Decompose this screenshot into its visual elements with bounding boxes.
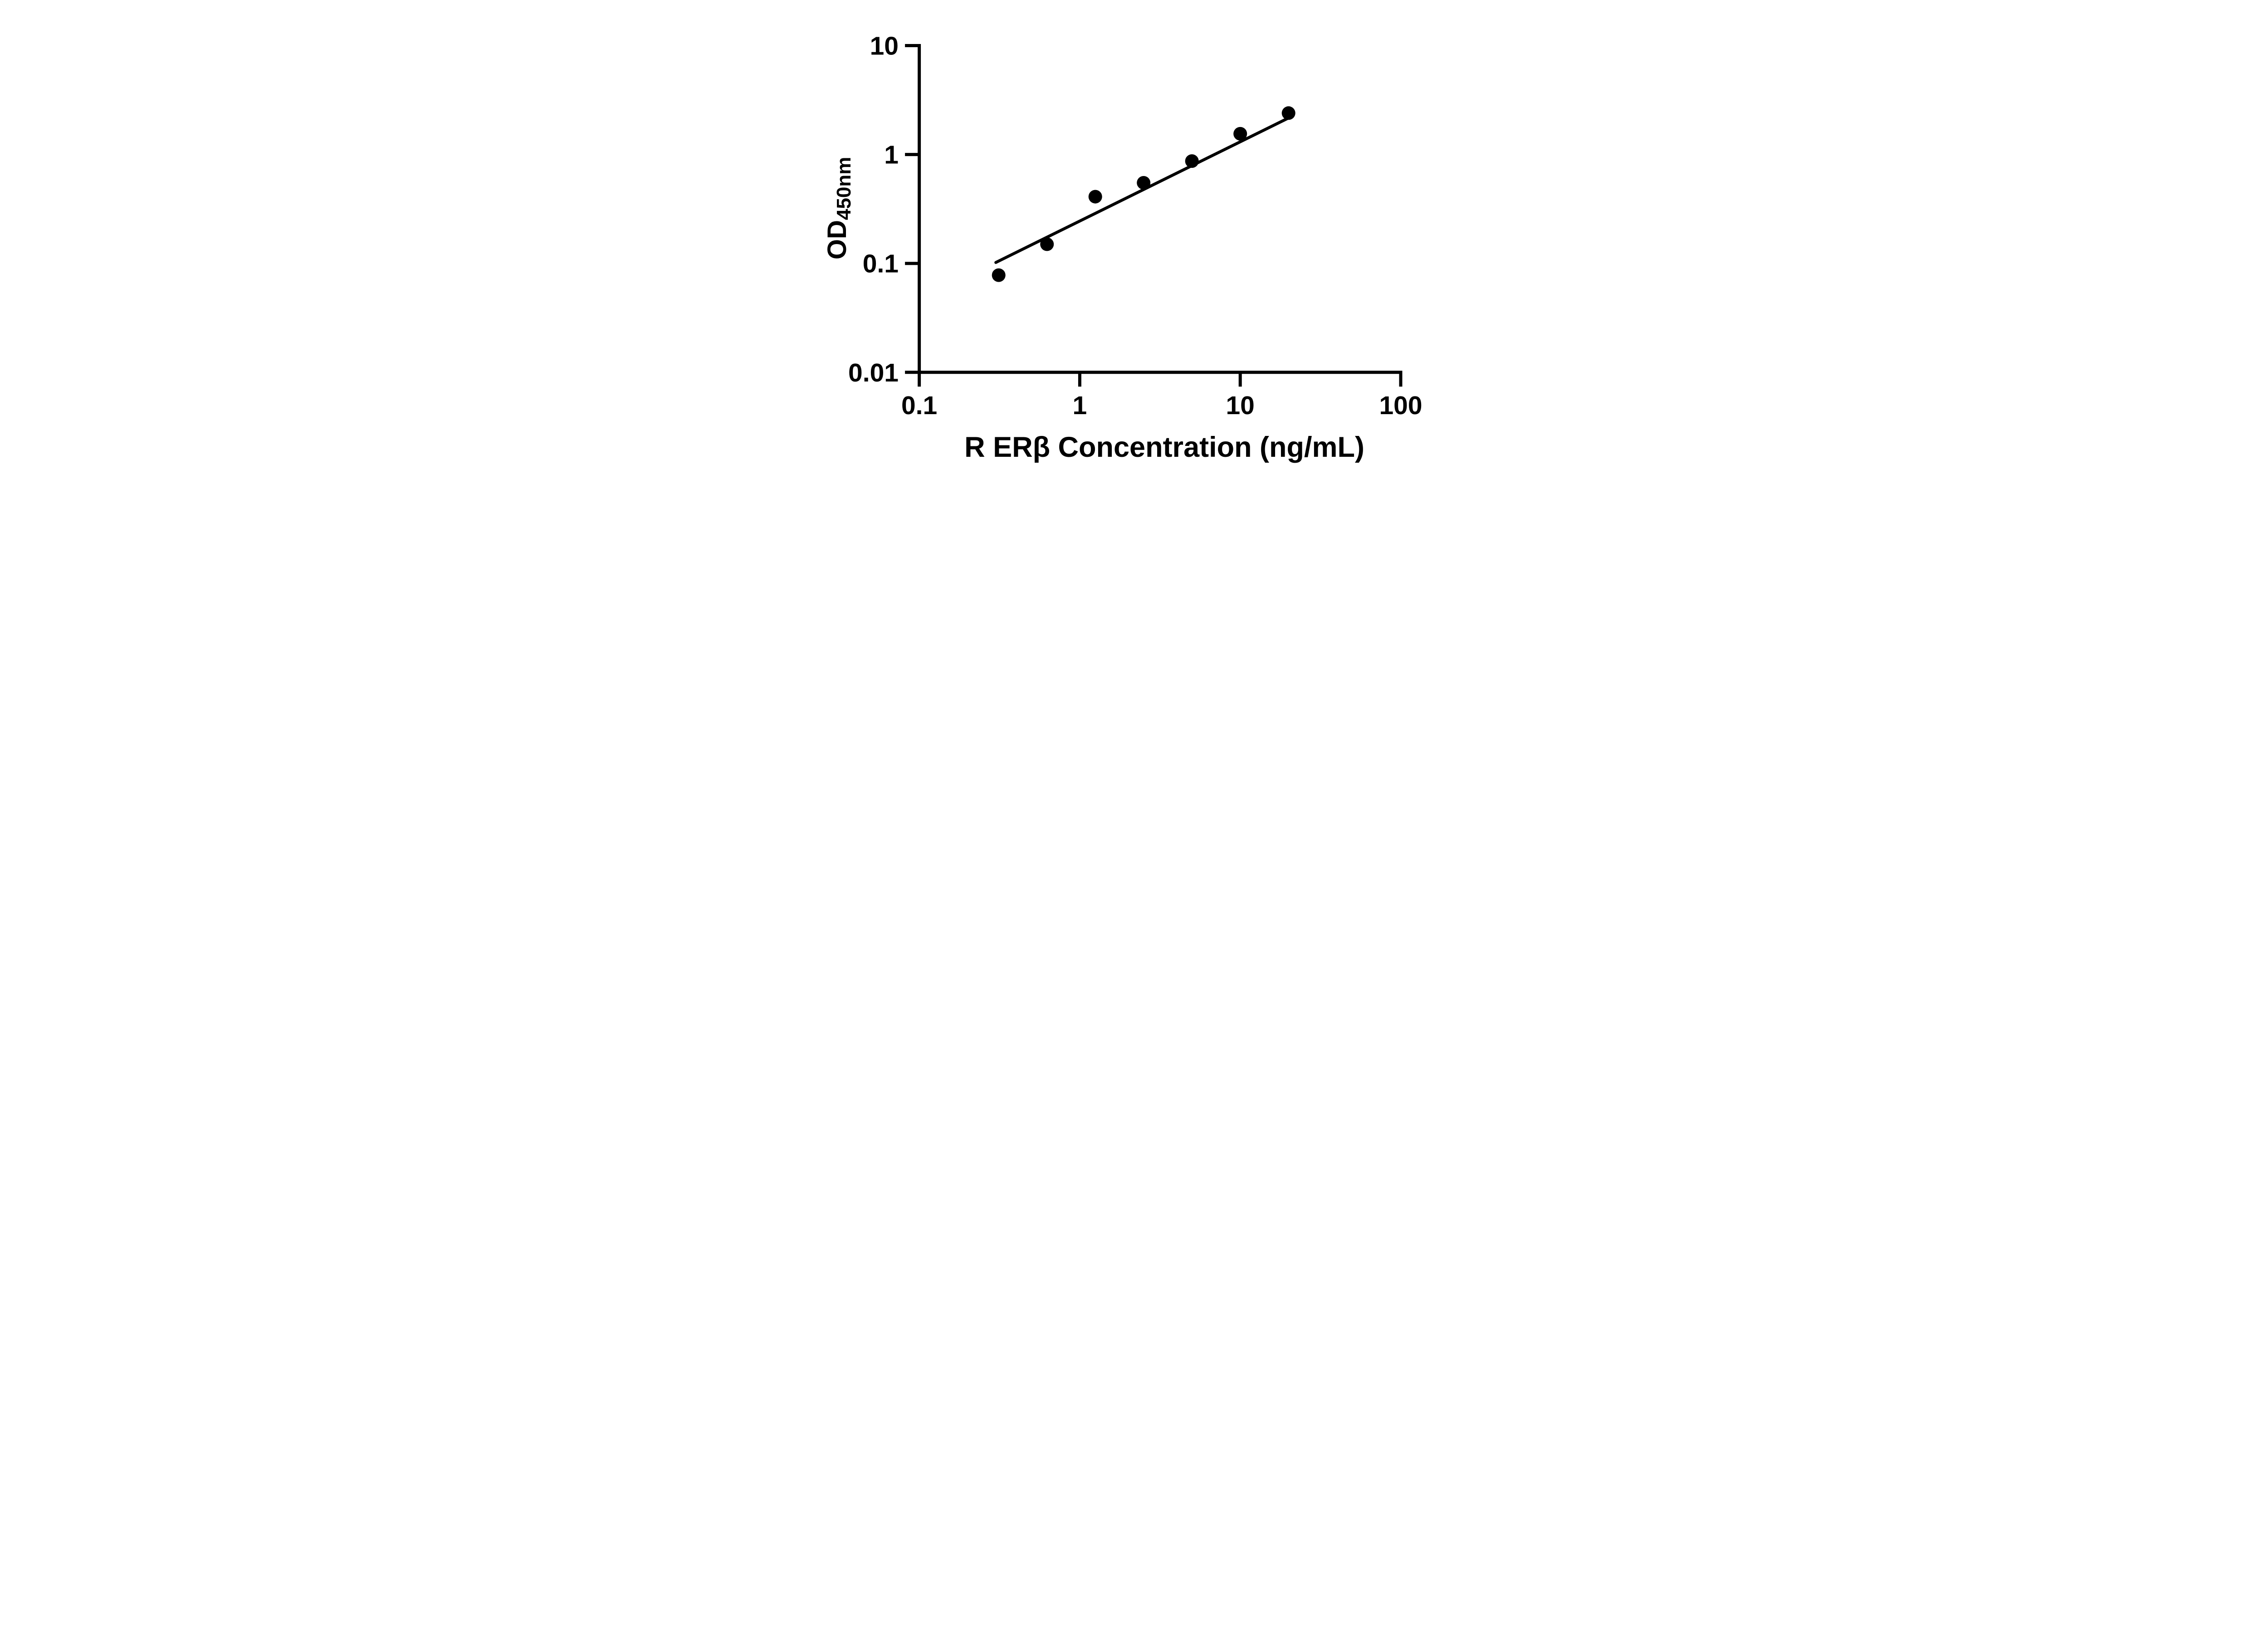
data-point bbox=[992, 268, 1006, 282]
y-axis-title: OD450nm bbox=[822, 157, 855, 259]
x-tick-label: 100 bbox=[1379, 391, 1422, 420]
axis-spine bbox=[918, 44, 1403, 374]
data-point bbox=[1281, 106, 1295, 120]
elisa-standard-curve-figure: 10 1 0.1 0.01 0.1 1 10 100 R ERβ Concentration … bbox=[784, 0, 1484, 490]
data-point bbox=[1233, 127, 1247, 141]
data-point bbox=[1088, 190, 1102, 204]
x-tick-label: 0.1 bbox=[901, 391, 937, 420]
fit-line bbox=[994, 117, 1290, 264]
y-tick-label: 1 bbox=[884, 141, 899, 170]
x-tick-label: 10 bbox=[1226, 391, 1254, 420]
y-tick-label: 0.1 bbox=[863, 249, 899, 279]
x-axis-title: R ERβ Concentration (ng/mL) bbox=[964, 431, 1364, 463]
data-point bbox=[1040, 237, 1054, 251]
fit-line-group bbox=[994, 117, 1290, 264]
y-tick-label: 10 bbox=[870, 32, 899, 61]
y-tick-label: 0.01 bbox=[848, 358, 899, 387]
axis-titles-group: R ERβ Concentration (ng/mL) OD450nm bbox=[822, 157, 1364, 463]
data-point bbox=[1137, 176, 1151, 190]
ticks-group bbox=[905, 44, 1403, 387]
x-tick-label: 1 bbox=[1073, 391, 1087, 420]
axes-group bbox=[918, 44, 1403, 374]
data-point bbox=[1185, 154, 1199, 168]
data-points-group bbox=[992, 106, 1295, 282]
